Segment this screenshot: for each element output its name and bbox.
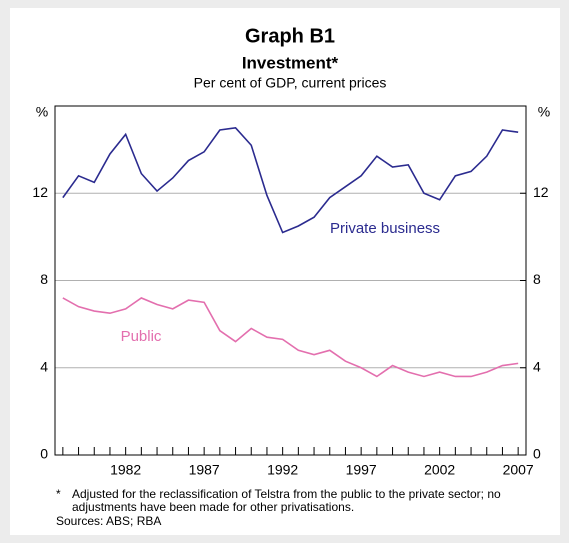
y2-axis-label: % xyxy=(538,104,550,120)
sources: Sources: ABS; RBA xyxy=(56,514,162,528)
x-tick-label: 1997 xyxy=(346,462,377,478)
panel xyxy=(10,8,560,535)
chart-title: Graph B1 xyxy=(245,25,335,47)
y-tick-label: 4 xyxy=(40,358,48,374)
series-line xyxy=(62,297,519,378)
unit-label: Per cent of GDP, current prices xyxy=(194,75,387,91)
x-tick-label: 2002 xyxy=(424,462,455,478)
footnote-marker: * xyxy=(56,487,61,501)
series-line xyxy=(62,126,519,234)
y-tick-label: 12 xyxy=(32,184,48,200)
plot-frame xyxy=(54,105,527,456)
y2-tick-label: 12 xyxy=(533,184,549,200)
x-tick-label: 1992 xyxy=(267,462,298,478)
y2-tick-label: 0 xyxy=(533,446,541,462)
chart-subtitle: Investment* xyxy=(242,53,339,72)
x-tick-label: 1987 xyxy=(189,462,220,478)
y2-tick-label: 4 xyxy=(533,358,541,374)
y-axis-label: % xyxy=(36,104,48,120)
y2-tick-label: 8 xyxy=(533,271,541,287)
series-label: Private business xyxy=(330,220,440,237)
y-tick-label: 0 xyxy=(40,446,48,462)
footnote: Adjusted for the reclassification of Tel… xyxy=(72,487,501,514)
series-label: Public xyxy=(121,328,162,345)
x-tick-label: 2007 xyxy=(503,462,534,478)
x-tick-label: 1982 xyxy=(110,462,141,478)
y-tick-label: 8 xyxy=(40,271,48,287)
